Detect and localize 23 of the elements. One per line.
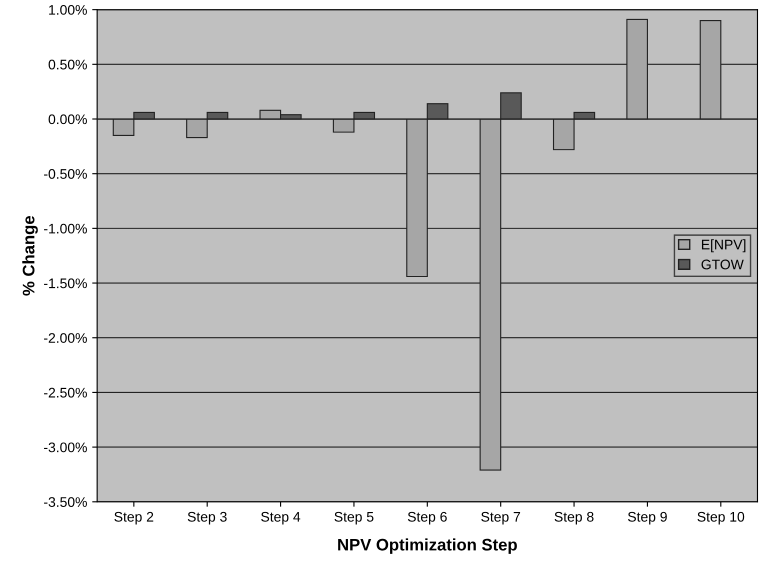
x-axis-title: NPV Optimization Step — [338, 538, 517, 554]
x-tick-label: Step 3 — [188, 512, 227, 524]
y-tick-label: -3.50% — [44, 497, 87, 507]
x-tick-label: Step 7 — [481, 512, 520, 524]
x-tick-label: Step 2 — [114, 512, 154, 524]
x-tick-label: Step 4 — [261, 512, 300, 524]
y-tick-label: 1.00% — [49, 4, 87, 15]
y-tick-label: -1.50% — [44, 278, 87, 288]
y-tick-label: -2.00% — [44, 333, 87, 343]
y-tick-label: 0.00% — [48, 114, 87, 124]
y-tick-label: -0.50% — [44, 169, 87, 179]
y-tick-label: -3.00% — [44, 442, 87, 452]
legend-label: E[NPV] — [702, 239, 746, 252]
y-tick-label: -2.50% — [44, 388, 87, 398]
x-tick-label: Step 5 — [334, 512, 374, 524]
y-tick-label: 0.50% — [48, 60, 87, 70]
y-axis-title: % Change — [22, 216, 38, 296]
x-tick-label: Step 8 — [554, 512, 594, 524]
x-tick-label: Step 6 — [408, 512, 447, 524]
x-tick-label: Step 9 — [628, 512, 667, 524]
y-tick-label: -1.00% — [44, 224, 87, 234]
legend-label: GTOW — [702, 260, 744, 270]
x-tick-label: Step 10 — [697, 512, 744, 524]
